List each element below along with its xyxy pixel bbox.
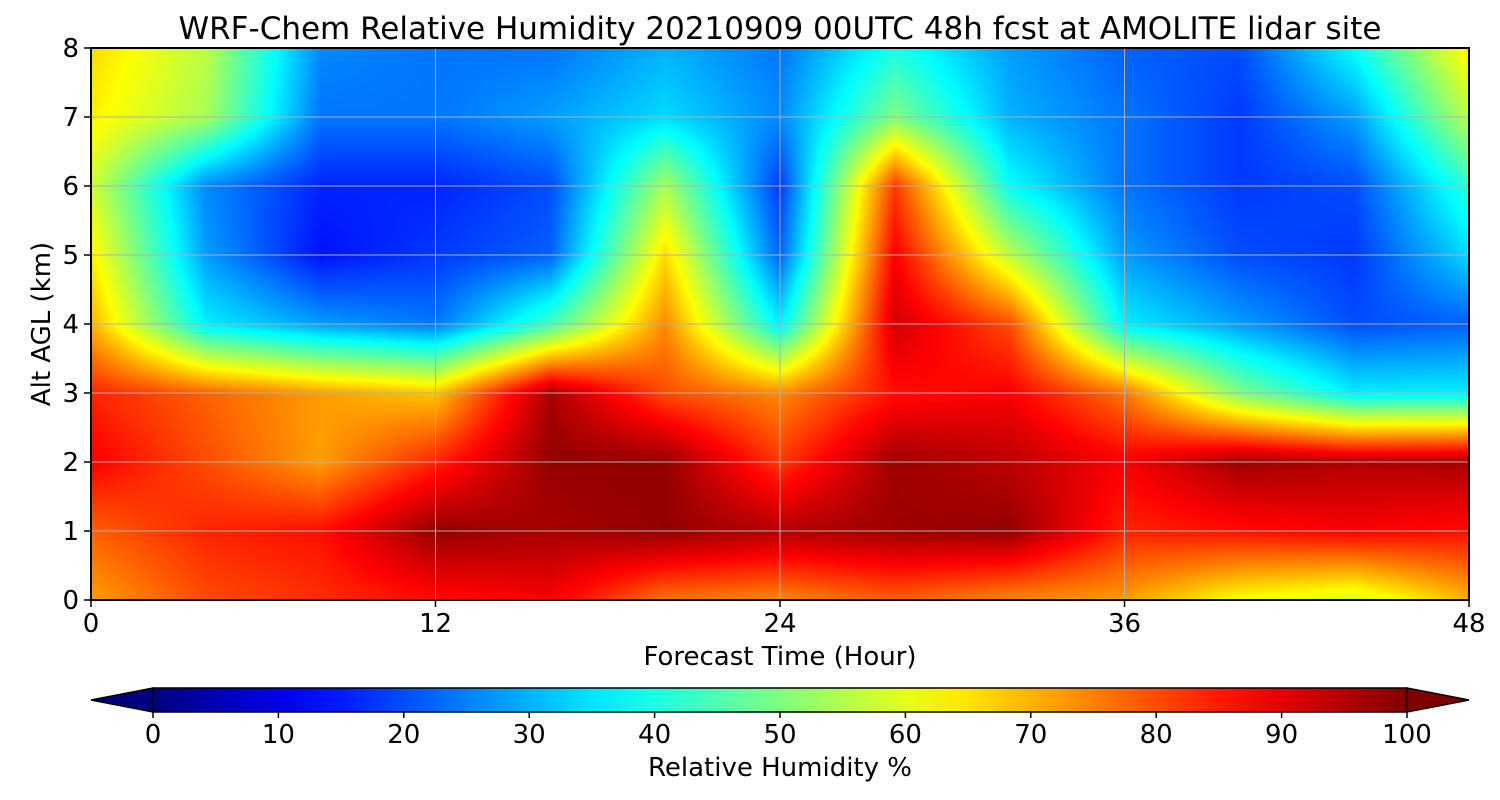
colorbar: 0 10 20 30 40 50 60 70 80 90 100 Relative Humidity… — [90, 687, 1470, 783]
colorbar-ticks: 0 10 20 30 40 50 60 70 80 90 100 — [145, 712, 1432, 750]
y-tick-label: 4 — [62, 310, 79, 340]
chart-title: WRF-Chem Relative Humidity 20210909 00UT… — [178, 11, 1381, 47]
y-tick-label: 5 — [62, 241, 79, 271]
x-axis-label: Forecast Time (Hour) — [643, 642, 916, 672]
y-tick-label: 2 — [62, 448, 79, 478]
y-tick-label: 3 — [62, 379, 79, 409]
x-tick-label: 48 — [1452, 609, 1485, 639]
colorbar-tick-label: 90 — [1265, 720, 1298, 750]
y-axis-label: Alt AGL (km) — [27, 242, 57, 406]
colorbar-tick-label: 50 — [763, 720, 796, 750]
colorbar-tick-label: 100 — [1382, 720, 1432, 750]
x-tick-label: 0 — [83, 609, 100, 639]
colorbar-tick-label: 0 — [145, 720, 162, 750]
x-tick-label: 24 — [763, 609, 796, 639]
colorbar-extend-low — [90, 687, 154, 713]
colorbar-tick-label: 10 — [262, 720, 295, 750]
colorbar-extend-high — [1406, 687, 1470, 713]
colorbar-tick-label: 20 — [387, 720, 420, 750]
y-tick-label: 0 — [62, 586, 79, 616]
y-axis: 0 1 2 3 4 5 6 7 8 — [62, 34, 91, 616]
x-tick-label: 36 — [1108, 609, 1141, 639]
colorbar-label: Relative Humidity % — [648, 753, 912, 783]
colorbar-tick-label: 80 — [1140, 720, 1173, 750]
plot-area — [90, 47, 1470, 601]
y-tick-label: 1 — [62, 517, 79, 547]
colorbar-tick-label: 60 — [889, 720, 922, 750]
y-tick-label: 6 — [62, 172, 79, 202]
colorbar-tick-label: 40 — [638, 720, 671, 750]
colorbar-tick-label: 70 — [1014, 720, 1047, 750]
x-axis: 0 12 24 36 48 — [83, 600, 1486, 639]
y-tick-label: 7 — [62, 103, 79, 133]
x-tick-label: 12 — [419, 609, 452, 639]
colorbar-bar — [152, 687, 1408, 713]
y-tick-label: 8 — [62, 34, 79, 64]
colorbar-tick-label: 30 — [513, 720, 546, 750]
